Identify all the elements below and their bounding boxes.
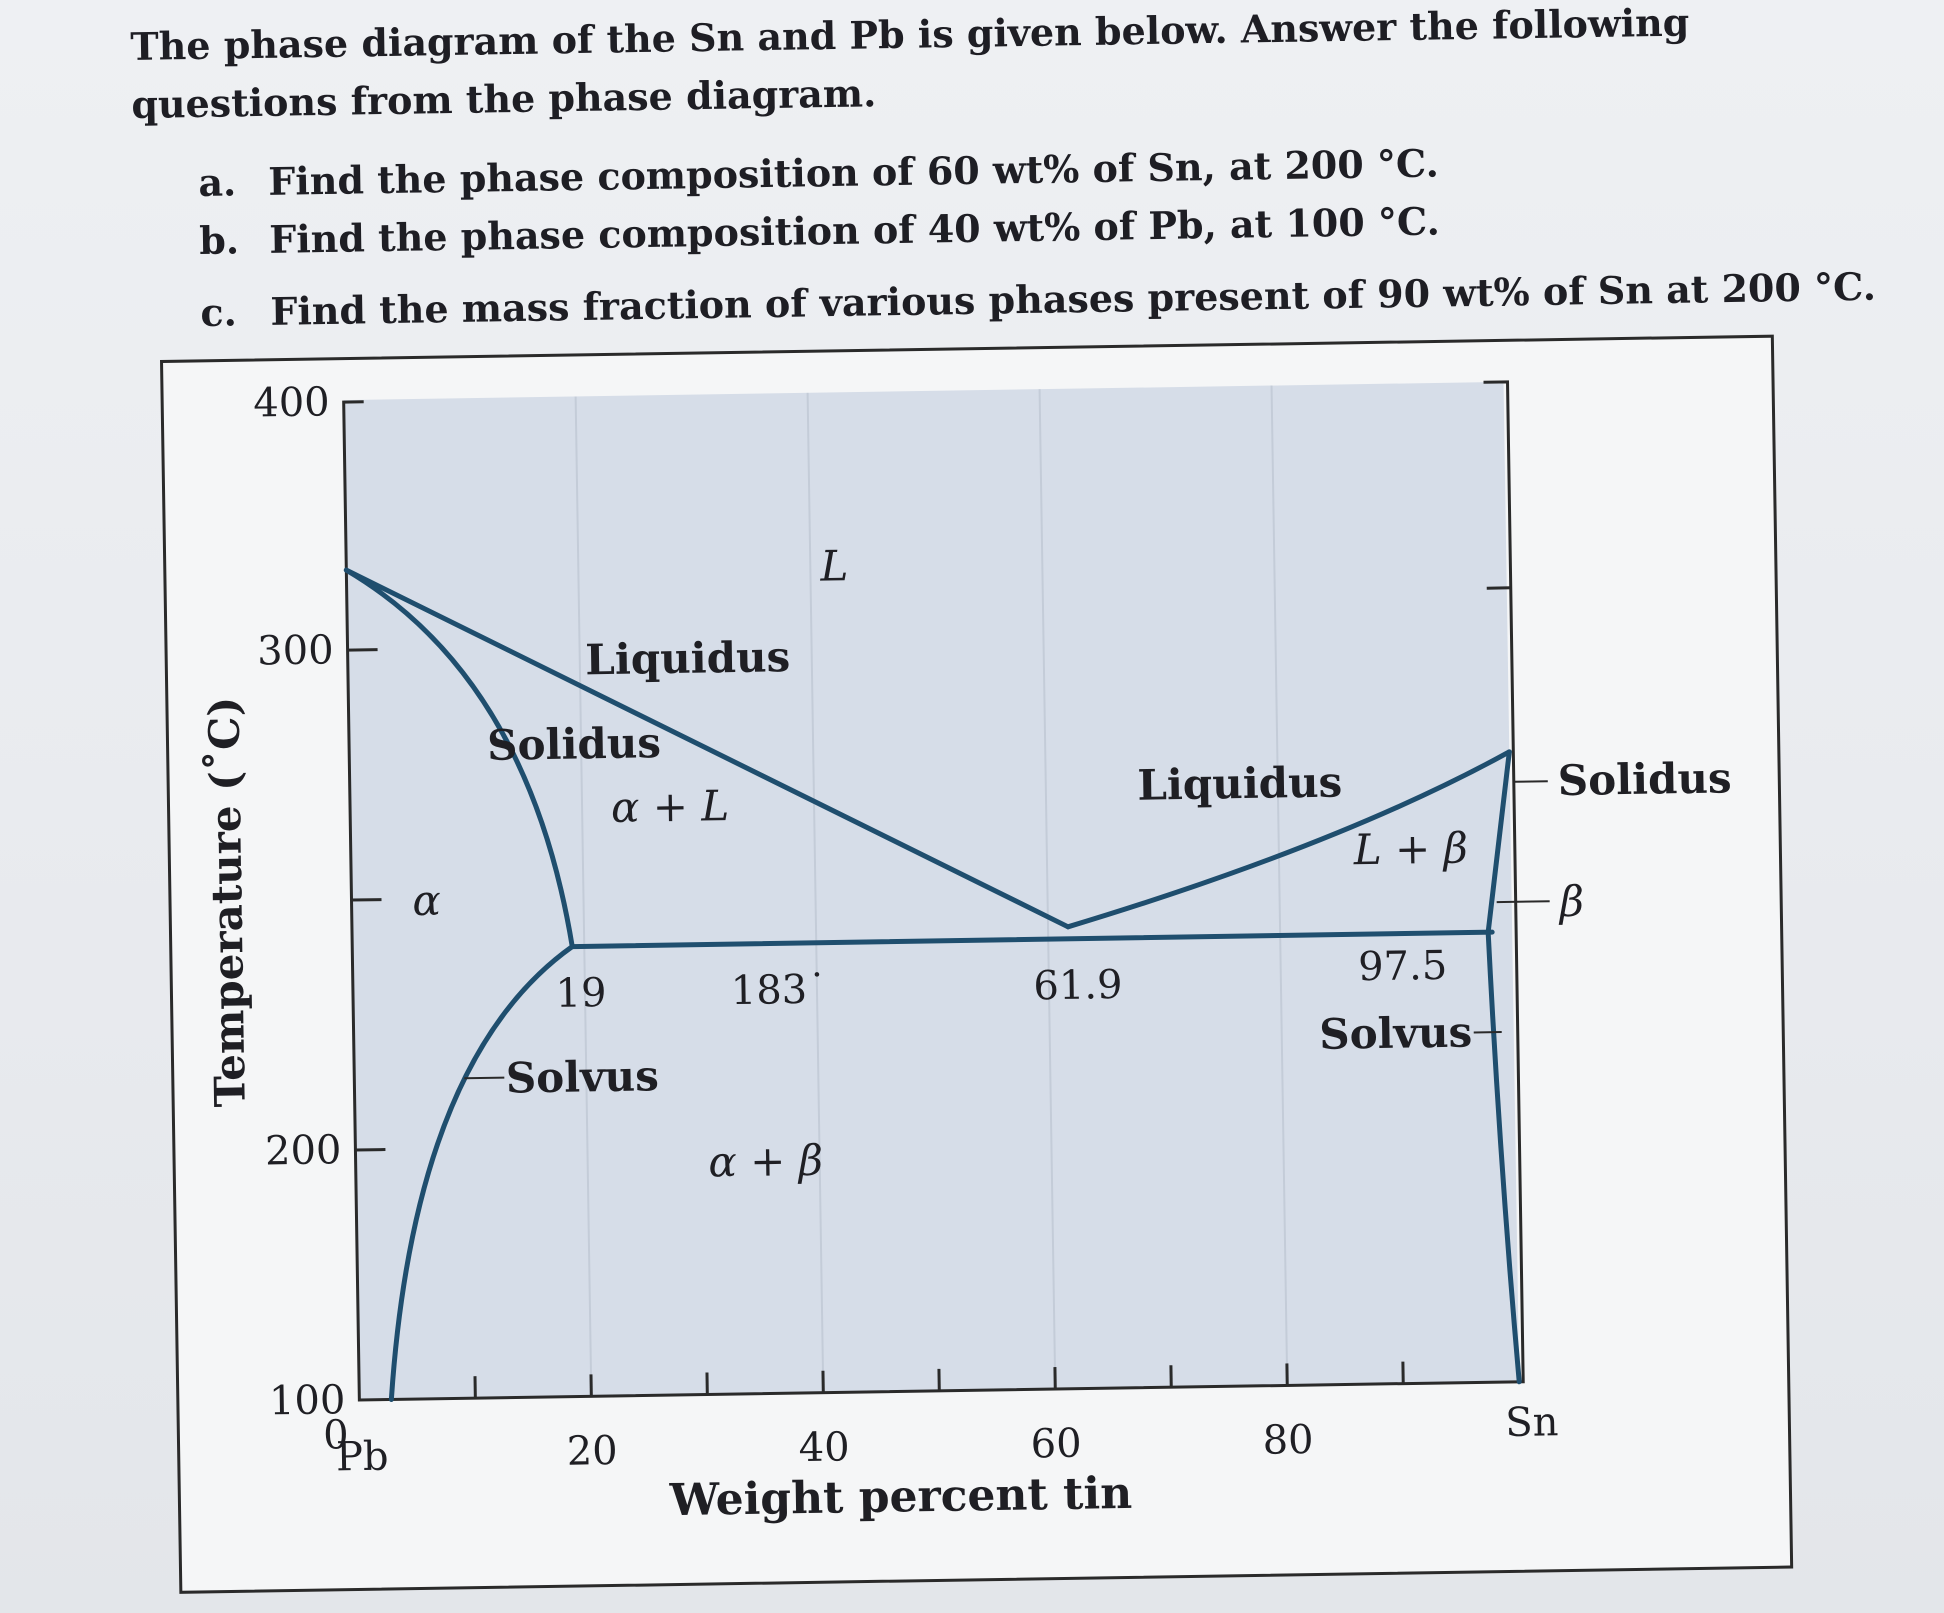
x-tick-80: 80 bbox=[1262, 1417, 1314, 1464]
label-61-9: 61.9 bbox=[1033, 962, 1123, 1009]
question-c-label: c. bbox=[200, 289, 238, 335]
solvus-right-line bbox=[1485, 929, 1522, 1385]
question-c-text: Find the mass fraction of various phases… bbox=[270, 263, 1877, 334]
leader-lines bbox=[464, 780, 1550, 1080]
question-list: a. Find the phase composition of 60 wt% … bbox=[198, 136, 1876, 348]
label-L: L bbox=[819, 541, 849, 590]
solidus-right-line bbox=[1485, 749, 1512, 935]
y-ticks bbox=[347, 648, 386, 1152]
label-solvus-right: Solvus bbox=[1319, 1007, 1473, 1058]
x-tick-60: 60 bbox=[1030, 1421, 1082, 1468]
phase-diagram-figure: 400 300 200 100 0 Pb 20 40 60 80 Sn Weig… bbox=[160, 334, 1794, 1594]
intro-text: The phase diagram of the Sn and Pb is gi… bbox=[130, 0, 1690, 127]
label-97-5: 97.5 bbox=[1358, 943, 1448, 990]
phase-diagram: 400 300 200 100 0 Pb 20 40 60 80 Sn Weig… bbox=[199, 379, 1732, 1526]
question-a-label: a. bbox=[198, 159, 237, 205]
y-tick-200: 200 bbox=[265, 1127, 342, 1174]
question-b-label: b. bbox=[198, 217, 240, 263]
label-alpha: α bbox=[412, 876, 441, 925]
label-alpha-beta: α + β bbox=[708, 1136, 823, 1187]
label-liquidus-left: Liquidus bbox=[585, 632, 791, 684]
label-19: 19 bbox=[555, 970, 607, 1017]
x-axis-title: Weight percent tin bbox=[668, 1468, 1132, 1526]
phase-lines bbox=[343, 567, 1522, 1402]
plot-area bbox=[343, 381, 1520, 1400]
pb-label: Pb bbox=[336, 1434, 389, 1481]
label-beta: β bbox=[1557, 877, 1584, 926]
question-a-text: Find the phase composition of 60 wt% of … bbox=[267, 140, 1440, 204]
eutectic-line bbox=[569, 929, 1495, 950]
label-183: 183˙ bbox=[730, 967, 827, 1015]
grid bbox=[574, 385, 1289, 1397]
x-ticks bbox=[473, 1361, 1405, 1399]
y-tick-0: 0 bbox=[323, 1412, 349, 1458]
solvus-left-line bbox=[388, 944, 575, 1402]
solidus-left-line bbox=[343, 567, 575, 950]
y-tick-400: 400 bbox=[253, 379, 330, 426]
label-alpha-L: α + L bbox=[611, 781, 730, 832]
x-tick-40: 40 bbox=[798, 1424, 850, 1471]
x-tick-20: 20 bbox=[566, 1428, 618, 1475]
label-solidus-left: Solidus bbox=[487, 718, 662, 770]
label-solidus-right: Solidus bbox=[1557, 753, 1732, 805]
axes bbox=[342, 380, 1525, 1402]
y-axis-title: Temperature (˚C) bbox=[199, 696, 254, 1107]
label-L-beta: L + β bbox=[1352, 824, 1468, 875]
sn-label: Sn bbox=[1505, 1399, 1559, 1446]
label-solvus-left: Solvus bbox=[505, 1051, 659, 1102]
liquidus-right-line bbox=[1065, 749, 1512, 930]
liquidus-left-line bbox=[343, 567, 1071, 930]
label-liquidus-right: Liquidus bbox=[1137, 757, 1343, 809]
question-c: c. Find the mass fraction of various pha… bbox=[200, 264, 1876, 348]
y-tick-100: 100 bbox=[269, 1377, 346, 1424]
y-tick-300: 300 bbox=[257, 627, 334, 674]
